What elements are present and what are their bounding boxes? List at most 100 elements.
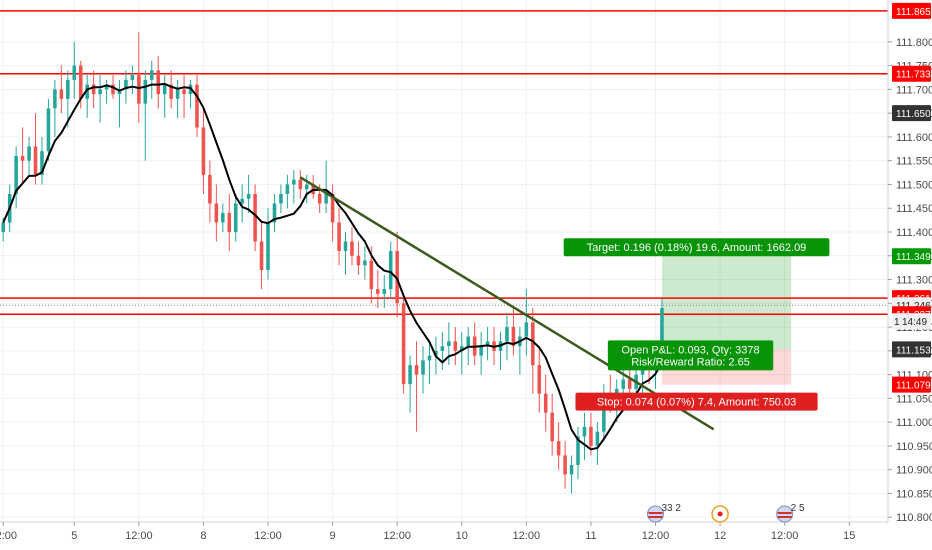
candle-down — [214, 203, 219, 223]
candle-up — [447, 341, 451, 347]
us-flag-stripe — [648, 512, 663, 514]
candle-up — [505, 327, 509, 342]
candle-up — [53, 89, 57, 109]
event-count: 33 2 — [662, 503, 682, 514]
candle-up — [162, 84, 167, 95]
time-tick-label: 5 — [71, 530, 77, 542]
axis-price-badge-text: 111.153 — [896, 345, 931, 356]
pnl-label-bg — [607, 340, 774, 371]
candle-down — [556, 441, 561, 456]
axis-price-badge — [892, 2, 931, 19]
target-zone — [661, 256, 792, 350]
candle-up — [388, 251, 393, 290]
price-tick-label: 111.400 — [896, 227, 932, 239]
candle-up — [72, 65, 77, 80]
candle-up — [434, 350, 438, 356]
price-tick-label: 110.900 — [896, 465, 932, 477]
candle-up — [304, 184, 309, 190]
axis-price-badge — [892, 376, 931, 393]
candle-up — [408, 365, 412, 385]
candle-down — [78, 65, 83, 99]
us-flag-stripe — [777, 512, 792, 514]
candle-up — [27, 146, 31, 161]
candle-down — [201, 127, 206, 175]
time-tick-label: 12 — [714, 530, 726, 542]
candle-down — [356, 255, 361, 266]
axis-price-badge-text: 111.349 — [896, 252, 931, 263]
candle-down — [414, 365, 419, 375]
candle-down — [259, 241, 264, 271]
time-tick-label: 12:00 — [0, 530, 17, 542]
us-flag-stripe — [777, 516, 792, 518]
price-tick-label: 110.800 — [896, 512, 932, 524]
time-tick-label: 11 — [585, 530, 596, 542]
time-tick-label: 12:00 — [254, 530, 282, 542]
candle-up — [104, 84, 109, 90]
time-tick-label: 8 — [200, 530, 206, 542]
candle-down — [208, 174, 212, 204]
candle-up — [660, 308, 664, 361]
candle-down — [91, 84, 96, 95]
candle-down — [20, 155, 25, 161]
candle-up — [421, 360, 425, 375]
candle-down — [227, 212, 232, 232]
time-tick-label: 10 — [456, 530, 468, 542]
price-tick-label: 111.800 — [896, 37, 932, 49]
stop-label-bg — [575, 392, 818, 411]
candle-down — [169, 84, 173, 99]
candle-up — [1, 222, 6, 232]
time-axis: 12:00 5 12:00 8 12:00 9 12:00 10 12:00 11 12:00 12 1… — [0, 521, 932, 550]
candle-up — [143, 79, 148, 104]
stop-label-text: Stop: 0.074 (0.07%) 7.4, Amount: 750.03 — [597, 397, 796, 409]
candle-up — [602, 393, 606, 432]
candle-up — [175, 89, 180, 99]
candle-up — [130, 75, 135, 80]
candle-down — [337, 222, 341, 252]
moving-average — [2, 82, 663, 451]
candle-down — [156, 70, 161, 95]
candle-down — [511, 327, 516, 347]
candle-down — [531, 322, 535, 366]
candle-down — [537, 365, 542, 394]
horizontal-lines — [0, 10, 888, 315]
time-tick-label: 12:00 — [383, 530, 411, 542]
candle-up — [576, 436, 580, 465]
candle-down — [195, 84, 199, 128]
events: 33 2 2 5 — [647, 503, 805, 523]
candle-up — [285, 184, 290, 194]
target-label-text: Target: 0.196 (0.18%) 19.6, Amount: 1662… — [587, 242, 807, 254]
candle-up — [221, 212, 225, 223]
candle-down — [589, 426, 593, 446]
candle-up — [46, 108, 51, 152]
price-tick-label: 111.500 — [896, 179, 932, 191]
price-axis: 110.800 110.850 110.900 110.950 111.000 111.0… — [887, 0, 932, 550]
axis-price-badge-text: 111.733 — [896, 70, 931, 81]
candle-down — [33, 146, 38, 175]
candle-up — [66, 79, 70, 99]
price-tick-label: 111.450 — [896, 203, 932, 215]
candle-down — [330, 193, 335, 223]
candle-up — [98, 89, 102, 95]
candle-up — [14, 155, 18, 194]
candle-down — [627, 379, 632, 389]
price-tick-label: 111.050 — [896, 393, 932, 405]
pnl-label-text: Risk/Reward Ratio: 2.65 — [631, 356, 750, 368]
target-label-bg — [563, 238, 830, 257]
candle-down — [550, 412, 554, 442]
candle-up — [621, 379, 625, 389]
candle-down — [298, 179, 303, 190]
axis-price-badge — [892, 341, 931, 358]
event-count: 2 5 — [791, 503, 805, 514]
axis-price-badge-text: 111.650 — [896, 109, 931, 120]
axis-price-badge-text: 111.079 — [896, 381, 931, 392]
candle-up — [427, 355, 432, 361]
time-axis-bg — [0, 522, 932, 550]
candle-up — [124, 79, 128, 90]
candle-up — [382, 289, 387, 294]
candle-down — [317, 193, 322, 204]
countdown-prefix: 1 — [894, 317, 900, 328]
candle-down — [350, 241, 354, 256]
time-tick-label: 9 — [330, 530, 336, 542]
